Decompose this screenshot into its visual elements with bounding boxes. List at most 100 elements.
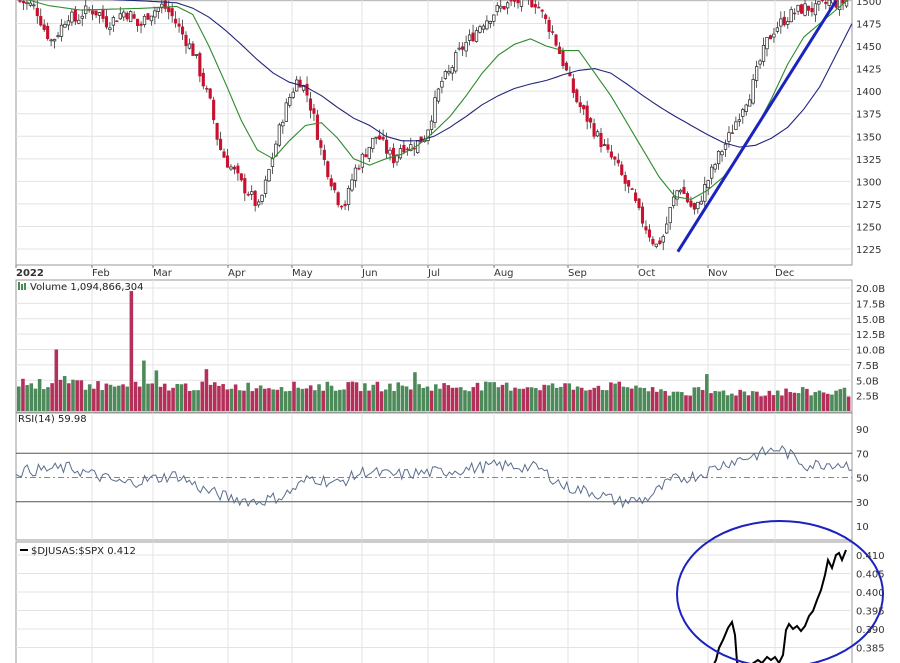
volume-bar [559,386,563,411]
candle-up [789,9,793,23]
candle-up [720,151,724,156]
candle-up [713,164,717,170]
candle-down [35,7,39,17]
candle-up [737,119,741,122]
candle-up [395,154,399,163]
candle-down [537,6,541,9]
candle-down [208,88,212,99]
volume-bar [688,395,692,411]
candle-down [215,123,219,140]
sma-fast-line [26,0,849,200]
volume-bar [500,384,505,411]
candle-down [768,35,773,40]
candle-down [167,6,171,13]
volume-bar [25,385,29,411]
candle-down [319,140,323,148]
overlay-lines [26,0,853,253]
volume-bar [738,389,742,411]
volume-bar [62,376,67,411]
candle-up [779,18,783,27]
x-tick-label: Apr [228,268,246,279]
volume-bar [233,384,238,411]
highlight-circle [676,520,884,663]
volume-bar [588,389,592,411]
volume-bar [634,385,638,411]
volume-bar [438,388,442,411]
volume-tick-label: 7.5B [856,361,879,372]
volume-bar [784,388,788,411]
price-tick-label: 1425 [856,65,881,76]
candle-down [91,10,95,15]
volume-bar [821,392,826,411]
volume-bar [834,390,838,411]
volume-bar [725,395,730,411]
volume-bar [104,383,109,411]
candle-down [385,139,389,154]
volume-bar [554,387,559,411]
volume-bar [429,390,434,411]
candle-up [142,15,147,25]
candle-up [710,166,714,179]
candle-up [56,35,60,38]
volume-bar [346,382,350,411]
candle-up [122,11,126,18]
x-tick-label: 2022 [16,268,44,279]
volume-bar [621,386,626,411]
volume-bar [58,379,63,411]
volume-bar [492,382,496,411]
volume-bar [71,379,75,411]
volume-bar [250,391,255,411]
candle-up [250,191,254,195]
volume-bar [371,384,376,411]
ratio-label-group: $DJUSAS:$SPX 0.412 [20,546,136,557]
volume-bar [592,387,597,411]
volume-bar [759,396,763,411]
candle-up [426,129,430,141]
candle-up [813,3,818,16]
volume-bar [129,291,134,411]
candle-down [571,78,575,93]
candle-up [668,206,672,224]
volume-bar [417,384,421,411]
volume-bar [304,388,309,411]
volume-bar [709,393,713,411]
volume-bar [459,387,463,411]
volume-bar [338,389,342,411]
gridlines [16,0,852,663]
candle-down [239,173,243,181]
candle-up [716,150,721,165]
volume-bar [279,387,284,411]
candle-down [364,154,368,158]
volume-bar [296,387,300,411]
volume-bar [800,387,805,411]
volume-bar [809,395,813,411]
candle-down [340,205,344,208]
candle-up [367,146,371,159]
volume-bar [117,385,121,411]
ratio-tick-label: 0.400 [856,588,885,599]
volume-bar [67,383,71,411]
candle-up [454,52,458,72]
candle-down [578,102,582,108]
volume-bar [150,383,155,411]
volume-bar [550,383,555,411]
price-tick-label: 1275 [856,200,881,211]
x-tick-label: Dec [775,268,794,279]
candle-down [644,226,648,231]
candle-down [236,165,240,174]
volume-bar [509,390,513,411]
volume-bar [96,381,100,411]
volume-bar [175,383,180,411]
volume-bar [92,388,96,411]
candle-down [561,50,565,66]
candle-up [429,120,434,130]
candle-down [793,12,797,15]
volume-bar [162,383,167,411]
volume-bar [671,391,676,411]
candle-down [692,202,696,210]
candle-up [28,2,33,6]
volume-bar [646,391,651,411]
volume-bar [342,389,346,411]
volume-icon-bar3 [24,283,26,290]
